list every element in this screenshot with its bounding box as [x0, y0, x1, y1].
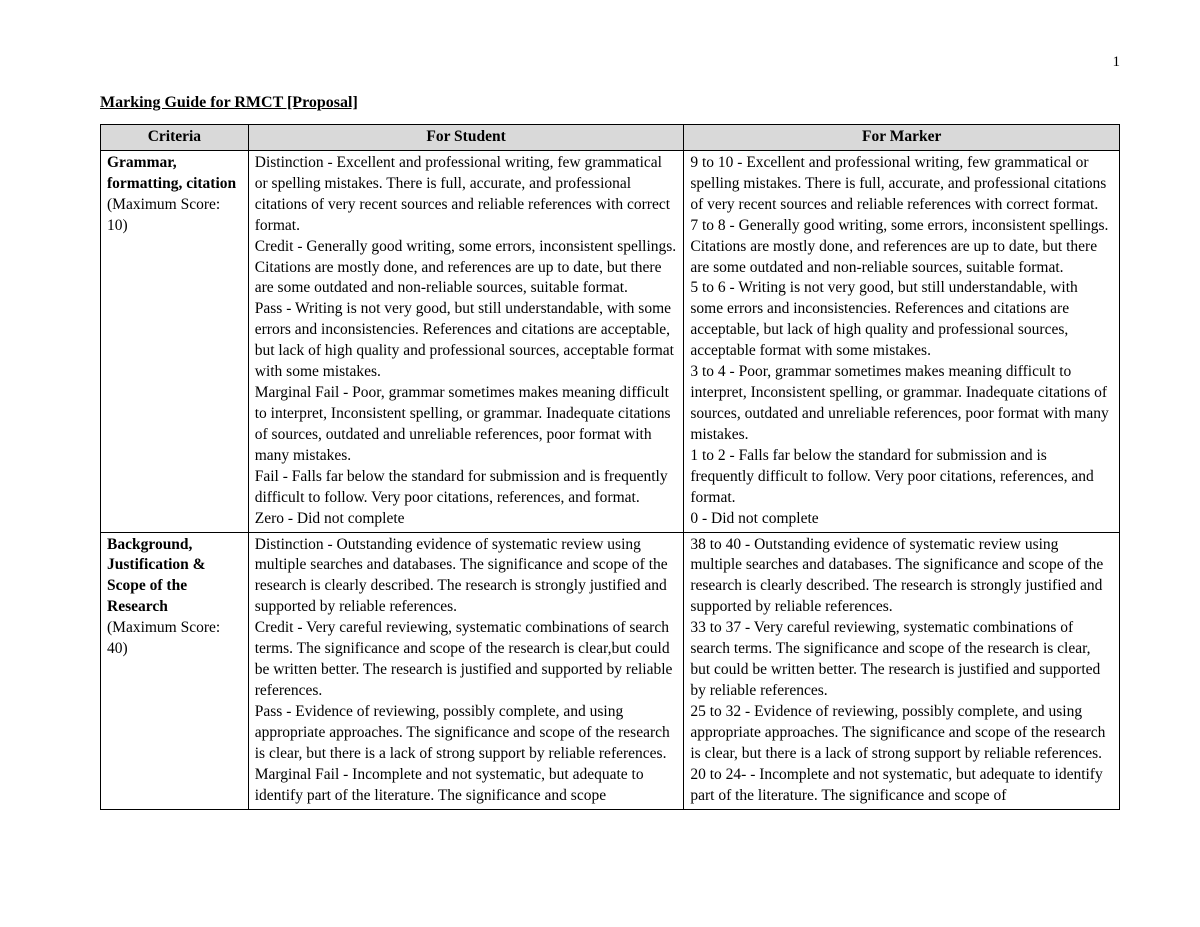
- student-cell: Distinction - Excellent and professional…: [248, 150, 684, 532]
- marker-cell: 38 to 40 - Outstanding evidence of syste…: [684, 532, 1120, 809]
- marker-cell: 9 to 10 - Excellent and professional wri…: [684, 150, 1120, 532]
- col-header-student: For Student: [248, 125, 684, 151]
- criteria-title: Grammar, formatting, citation: [107, 154, 236, 192]
- document-title: Marking Guide for RMCT [Proposal]: [100, 94, 1120, 112]
- criteria-cell: Grammar, formatting, citation (Maximum Sc…: [101, 150, 249, 532]
- page-number: 1: [1113, 54, 1121, 71]
- table-row: Grammar, formatting, citation (Maximum Sc…: [101, 150, 1120, 532]
- page: 1 Marking Guide for RMCT [Proposal] Crit…: [0, 0, 1200, 927]
- criteria-title: Background, Justification & Scope of the…: [107, 536, 206, 616]
- rubric-table: Criteria For Student For Marker Grammar,…: [100, 124, 1120, 810]
- criteria-cell: Background, Justification & Scope of the…: [101, 532, 249, 809]
- col-header-criteria: Criteria: [101, 125, 249, 151]
- student-cell: Distinction - Outstanding evidence of sy…: [248, 532, 684, 809]
- criteria-subtitle: (Maximum Score: 10): [107, 196, 220, 234]
- criteria-subtitle: (Maximum Score: 40): [107, 619, 220, 657]
- table-row: Background, Justification & Scope of the…: [101, 532, 1120, 809]
- table-header-row: Criteria For Student For Marker: [101, 125, 1120, 151]
- col-header-marker: For Marker: [684, 125, 1120, 151]
